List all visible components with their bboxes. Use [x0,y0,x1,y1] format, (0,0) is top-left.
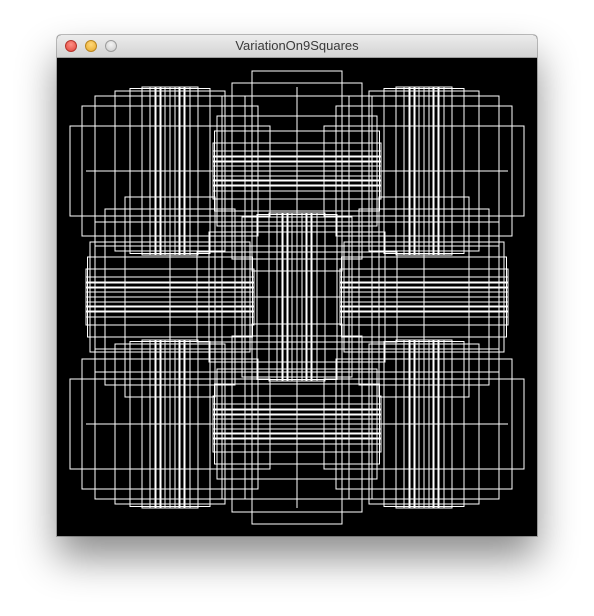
nine-squares-drawing [57,58,537,536]
app-window: VariationOn9Squares [57,35,537,536]
sketch-canvas[interactable] [57,58,537,536]
minimize-window-button[interactable] [85,40,97,52]
window-title: VariationOn9Squares [235,38,359,53]
zoom-window-button[interactable] [105,40,117,52]
close-window-button[interactable] [65,40,77,52]
title-bar[interactable]: VariationOn9Squares [57,35,537,58]
